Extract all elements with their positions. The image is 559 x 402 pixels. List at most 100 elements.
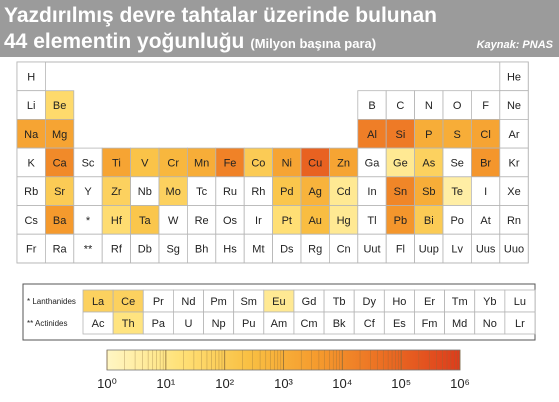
colorbar-tick-label: 10⁵ [391, 376, 411, 391]
element-symbol: Md [452, 318, 467, 330]
element-cell-Ne [499, 90, 529, 120]
element-symbol: H [27, 71, 35, 83]
element-cell-Lr [504, 311, 536, 335]
element-symbol: Te [451, 186, 463, 198]
title-line-2-text: 44 elementin yoğunluğu [4, 30, 245, 53]
element-symbol: Os [223, 215, 238, 227]
element-symbol: Zr [111, 186, 122, 198]
element-symbol: Uuo [504, 244, 524, 256]
element-symbol: Uup [419, 244, 439, 256]
element-symbol: Pb [394, 215, 407, 227]
element-symbol: Eu [272, 296, 285, 308]
element-symbol: Cn [337, 244, 351, 256]
element-cell-Mg [45, 119, 75, 149]
element-symbol: Bk [333, 318, 346, 330]
element-cell-I [470, 176, 501, 206]
element-symbol: Rh [251, 186, 265, 198]
element-symbol: Db [138, 244, 152, 256]
element-cell-Sc [73, 147, 103, 178]
element-symbol: Sc [82, 157, 95, 169]
colorbar-tick-label: 10⁴ [332, 376, 352, 391]
element-symbol: Lv [451, 244, 463, 256]
element-symbol: Re [195, 215, 209, 227]
element-symbol: Rg [308, 244, 322, 256]
element-symbol: Tb [333, 296, 346, 308]
element-symbol: ** [84, 244, 93, 256]
element-symbol: Ge [393, 157, 408, 169]
header-banner: Yazdırılmış devre tahtalar üzerinde bulu… [0, 0, 559, 57]
element-symbol: C [396, 100, 404, 112]
element-symbol: Mt [252, 244, 264, 256]
element-symbol: Hf [111, 215, 123, 227]
element-cell-Fe [215, 147, 245, 178]
element-cell-Co [243, 147, 273, 178]
element-symbol: Zn [337, 157, 350, 169]
element-cell-Po [442, 205, 472, 235]
element-symbol: K [28, 157, 36, 169]
element-symbol: Mg [52, 129, 67, 141]
element-symbol: Pt [282, 215, 292, 227]
element-cell-Zn [328, 147, 359, 178]
element-cell-Cn [328, 233, 359, 264]
element-cell-W [158, 205, 188, 235]
element-cell-Fr [16, 233, 46, 264]
element-cell-Hs [215, 233, 245, 264]
element-cell-Rn [499, 205, 529, 235]
element-cell-Rh [243, 176, 273, 206]
element-symbol: Pm [210, 296, 227, 308]
element-symbol: In [367, 186, 376, 198]
title-line-1: Yazdırılmış devre tahtalar üzerinde bulu… [4, 4, 437, 27]
element-symbol: Bh [195, 244, 208, 256]
element-symbol: U [184, 318, 192, 330]
element-symbol: Ga [365, 157, 381, 169]
element-cell-V [130, 147, 160, 178]
element-symbol: Th [122, 318, 135, 330]
element-symbol: He [507, 71, 521, 83]
element-symbol: Cf [364, 318, 376, 330]
element-symbol: Hg [337, 215, 351, 227]
element-cell-starstar [73, 233, 103, 264]
element-symbol: Cm [300, 318, 317, 330]
element-symbol: Rn [507, 215, 521, 227]
element-symbol: Ba [53, 215, 67, 227]
element-cell-Ir [243, 205, 273, 235]
colorbar-tick-label: 10² [215, 376, 234, 391]
element-symbol: Ag [308, 186, 321, 198]
element-symbol: Mo [166, 186, 181, 198]
element-cell-O [442, 90, 472, 120]
element-symbol: Gd [302, 296, 317, 308]
element-cell-Te [442, 176, 472, 206]
element-symbol: Ho [392, 296, 406, 308]
element-symbol: Cd [337, 186, 351, 198]
element-symbol: Dy [363, 296, 377, 308]
element-symbol: Se [450, 157, 463, 169]
title-line-2: 44 elementin yoğunluğu (Milyon başına par… [4, 30, 376, 56]
lanthanides-row-label: * Lanthanides [27, 297, 76, 306]
element-symbol: Sb [422, 186, 435, 198]
element-symbol: Tl [367, 215, 376, 227]
element-cell-Rg [300, 233, 330, 264]
element-symbol: Pd [280, 186, 293, 198]
element-symbol: Uus [476, 244, 496, 256]
element-symbol: Cr [167, 157, 179, 169]
element-symbol: Ra [53, 244, 68, 256]
element-symbol: Fl [396, 244, 405, 256]
element-symbol: Cl [480, 129, 490, 141]
element-symbol: Ni [282, 157, 292, 169]
element-cell-Uup [414, 233, 444, 264]
element-symbol: Be [53, 100, 66, 112]
subtitle: (Milyon başına para) [250, 36, 377, 51]
colorbar-tick-label: 10¹ [156, 376, 175, 391]
element-cell-Ra [45, 233, 75, 264]
element-symbol: F [482, 100, 489, 112]
element-cell-In [357, 176, 387, 206]
element-symbol: Nb [138, 186, 152, 198]
colorbar-tick-label: 10³ [274, 376, 293, 391]
element-symbol: P [425, 129, 432, 141]
element-symbol: Ds [280, 244, 294, 256]
element-symbol: O [453, 100, 462, 112]
element-cell-Be [45, 90, 75, 120]
element-cell-As [414, 147, 444, 178]
actinides-row-label: ** Actinides [27, 319, 67, 328]
